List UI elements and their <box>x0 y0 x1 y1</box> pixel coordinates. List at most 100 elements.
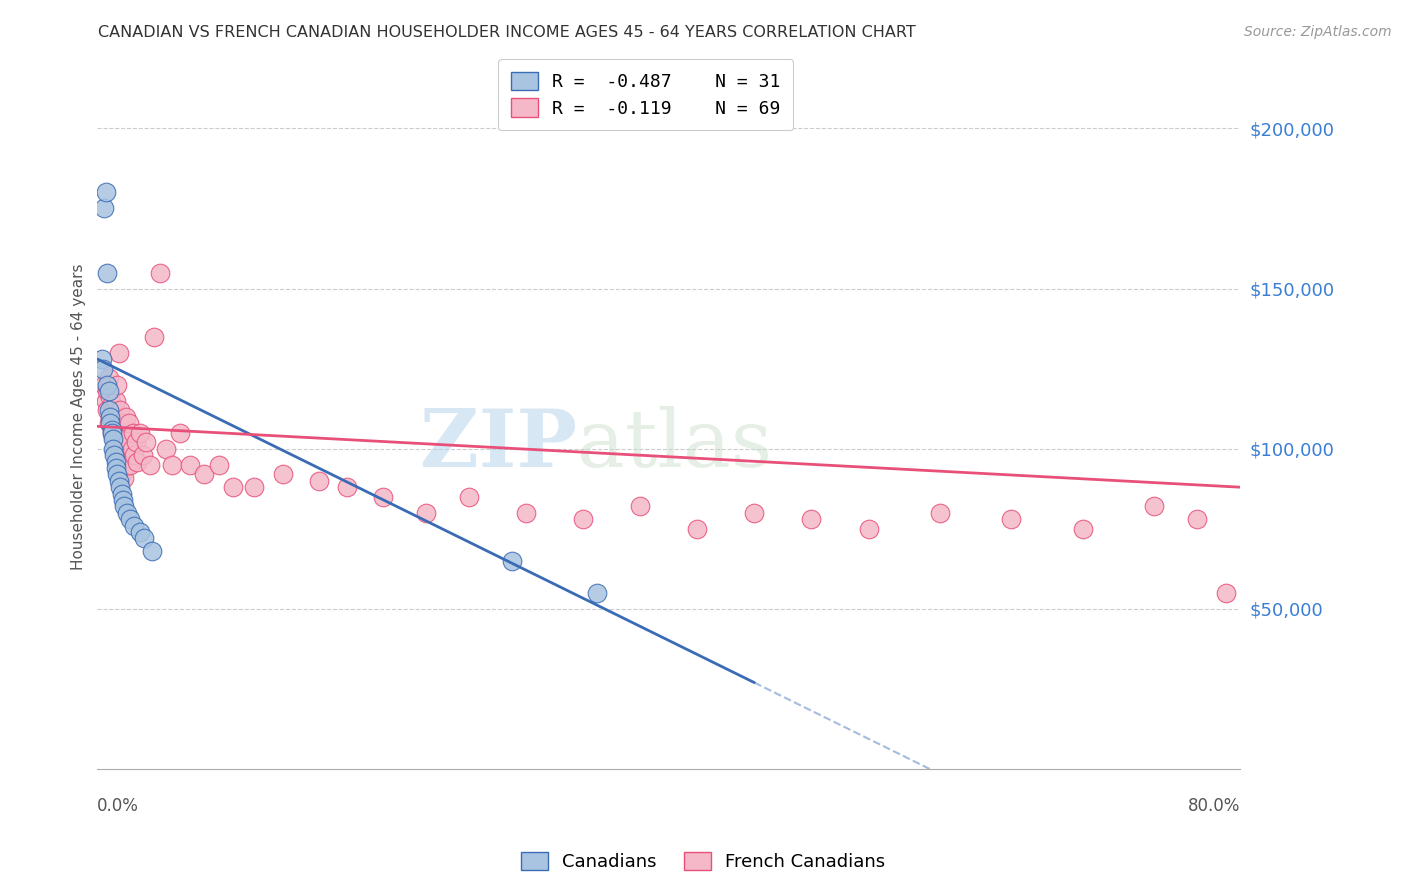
Point <box>114 470 136 484</box>
Point <box>107 345 129 359</box>
Point <box>104 393 127 408</box>
Point <box>103 448 125 462</box>
Point <box>127 454 149 468</box>
Point <box>112 425 135 440</box>
Point <box>155 442 177 456</box>
Text: 0.0%: 0.0% <box>97 797 139 815</box>
Point <box>96 403 118 417</box>
Point <box>98 409 121 424</box>
Point <box>105 454 128 468</box>
Point <box>115 409 138 424</box>
Point <box>132 448 155 462</box>
Point <box>103 409 125 424</box>
Point <box>108 464 131 478</box>
Point <box>108 403 131 417</box>
Point <box>97 371 120 385</box>
Point <box>93 377 115 392</box>
Legend: R =  -0.487    N = 31, R =  -0.119    N = 69: R = -0.487 N = 31, R = -0.119 N = 69 <box>498 59 793 130</box>
Point <box>572 512 595 526</box>
Point <box>143 329 166 343</box>
Point <box>90 352 112 367</box>
Point <box>100 425 122 440</box>
Point <box>104 448 127 462</box>
Point <box>91 361 114 376</box>
Point <box>243 480 266 494</box>
Point <box>1071 522 1094 536</box>
Point <box>744 506 766 520</box>
Point <box>94 393 117 408</box>
Point <box>122 425 145 440</box>
Point <box>179 458 201 472</box>
Point <box>96 384 118 398</box>
Point <box>98 409 121 424</box>
Point <box>101 403 124 417</box>
Point <box>118 416 141 430</box>
Point <box>686 522 709 536</box>
Point <box>139 458 162 472</box>
Point <box>112 493 135 508</box>
Point <box>96 266 118 280</box>
Text: 80.0%: 80.0% <box>1188 797 1240 815</box>
Point <box>107 458 129 472</box>
Point <box>125 435 148 450</box>
Point <box>120 458 142 472</box>
Point <box>101 432 124 446</box>
Point <box>457 490 479 504</box>
Point <box>107 474 129 488</box>
Point <box>114 500 136 514</box>
Point <box>1000 512 1022 526</box>
Point <box>371 490 394 504</box>
Point <box>105 467 128 482</box>
Point <box>308 474 330 488</box>
Point <box>415 506 437 520</box>
Point <box>101 442 124 456</box>
Point <box>94 186 117 200</box>
Text: Source: ZipAtlas.com: Source: ZipAtlas.com <box>1244 25 1392 39</box>
Point <box>169 425 191 440</box>
Point <box>141 544 163 558</box>
Legend: Canadians, French Canadians: Canadians, French Canadians <box>513 845 893 879</box>
Point <box>111 467 134 482</box>
Point <box>129 524 152 539</box>
Point <box>858 522 880 536</box>
Point <box>1185 512 1208 526</box>
Point <box>97 384 120 398</box>
Point <box>1215 586 1237 600</box>
Point <box>111 486 134 500</box>
Point <box>96 377 118 392</box>
Point <box>101 429 124 443</box>
Point <box>1143 500 1166 514</box>
Point <box>628 500 651 514</box>
Y-axis label: Householder Income Ages 45 - 64 years: Householder Income Ages 45 - 64 years <box>72 263 86 570</box>
Point <box>222 480 245 494</box>
Point <box>97 416 120 430</box>
Point <box>149 266 172 280</box>
Point <box>193 467 215 482</box>
Point <box>929 506 952 520</box>
Point <box>120 512 142 526</box>
Text: ZIP: ZIP <box>420 406 578 483</box>
Point <box>117 506 139 520</box>
Point <box>129 425 152 440</box>
Point <box>800 512 823 526</box>
Point <box>135 435 157 450</box>
Point <box>134 532 156 546</box>
Text: atlas: atlas <box>578 406 772 483</box>
Text: CANADIAN VS FRENCH CANADIAN HOUSEHOLDER INCOME AGES 45 - 64 YEARS CORRELATION CH: CANADIAN VS FRENCH CANADIAN HOUSEHOLDER … <box>98 25 917 40</box>
Point <box>100 423 122 437</box>
Point <box>336 480 359 494</box>
Point <box>114 432 136 446</box>
Point <box>117 458 139 472</box>
Point <box>97 403 120 417</box>
Point <box>100 397 122 411</box>
Point <box>93 202 115 216</box>
Point <box>515 506 537 520</box>
Point <box>271 467 294 482</box>
Point <box>105 377 128 392</box>
Point <box>98 416 121 430</box>
Point <box>103 442 125 456</box>
Point <box>124 448 146 462</box>
Point <box>501 554 523 568</box>
Point <box>111 416 134 430</box>
Point <box>100 425 122 440</box>
